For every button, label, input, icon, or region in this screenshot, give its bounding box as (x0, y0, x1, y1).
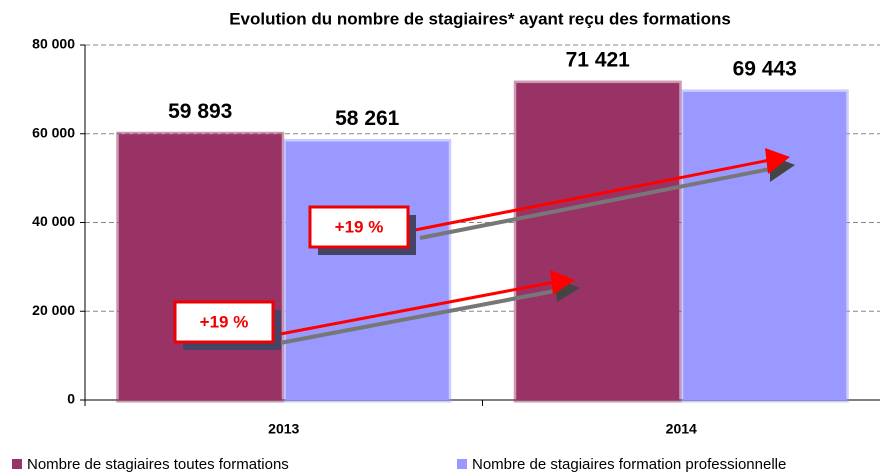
y-tick-label: 0 (67, 391, 75, 407)
legend-label: Nombre de stagiaires toutes formations (27, 456, 289, 473)
y-tick-label: 80 000 (32, 36, 75, 52)
arrows (274, 148, 795, 345)
x-tick-label: 2013 (268, 421, 299, 437)
legend-label: Nombre de stagiaires formation professio… (472, 456, 786, 473)
legend-swatch (12, 459, 22, 469)
value-label: 58 261 (335, 107, 400, 130)
x-tick-label: 2014 (666, 421, 697, 437)
annotation-box (308, 205, 410, 249)
bar (513, 80, 682, 403)
annotation-box (173, 300, 275, 344)
value-label: 71 421 (566, 49, 631, 72)
legend-swatch (457, 459, 467, 469)
chart-title: Evolution du nombre de stagiaires* ayant… (229, 9, 731, 28)
annotation: +19 % (200, 312, 249, 331)
y-tick-label: 20 000 (32, 302, 75, 318)
y-tick-label: 60 000 (32, 124, 75, 140)
bar (116, 131, 285, 403)
bar (680, 89, 849, 403)
value-label: 59 893 (168, 100, 232, 123)
annotation: +19 % (335, 217, 384, 236)
y-tick-label: 40 000 (32, 213, 75, 229)
value-label: 69 443 (733, 57, 797, 80)
bar (283, 138, 452, 403)
